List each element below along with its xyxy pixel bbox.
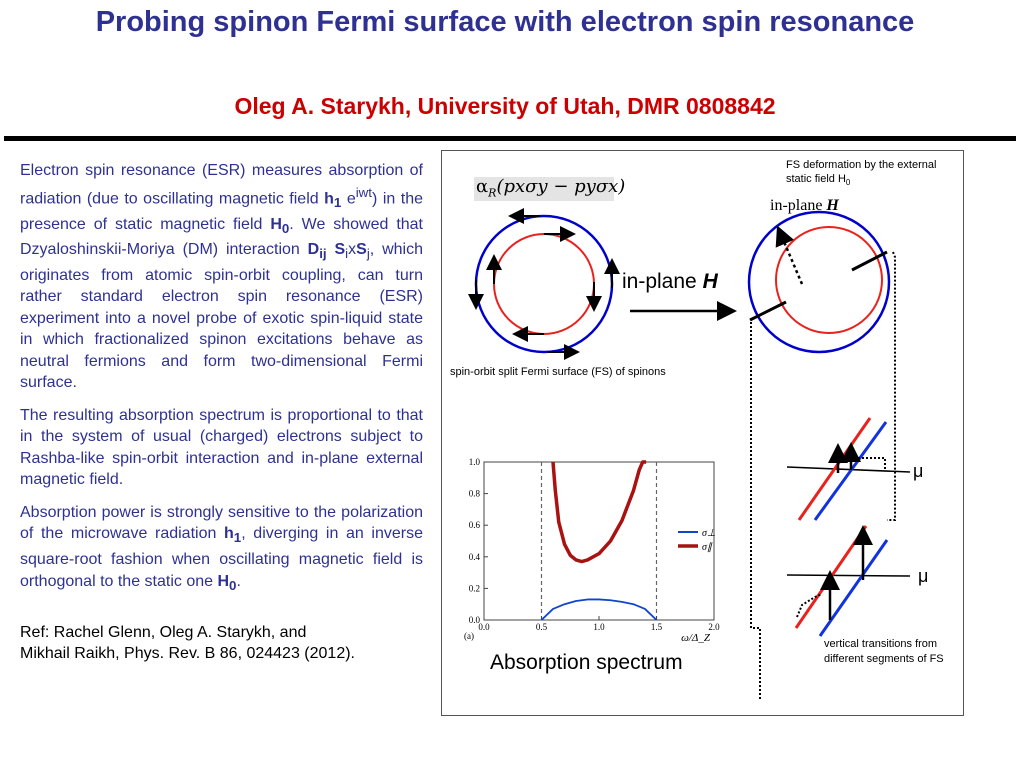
connector-dotted: [750, 322, 761, 700]
x-tick-label: 0.0: [478, 622, 490, 632]
mu-label-lower: μ: [918, 566, 929, 586]
x-tick-label: 0.5: [536, 622, 548, 632]
divider: [4, 136, 1016, 141]
connector-dotted: [796, 593, 823, 618]
x-tick-label: 1.5: [651, 622, 663, 632]
inner-fs-circle: [775, 226, 883, 334]
fs-caption: spin-orbit split Fermi surface (FS) of s…: [450, 366, 666, 378]
dispersion-blue: [813, 421, 888, 521]
fermi-surface-right: [747, 210, 896, 700]
series-line-2: [551, 460, 647, 564]
inner-fs-circle: [493, 233, 595, 335]
y-tick-label: 0.0: [469, 615, 481, 625]
x-tick-label: 2.0: [708, 622, 720, 632]
outer-fs-circle: [747, 210, 891, 354]
fermi-surface-left: [468, 208, 620, 360]
absorption-chart: 0.0 0.5 1.0 1.5 2.0 0.0 0.2 0.4 0.6 0.8 1.0 (a) ω/Δ_…: [464, 457, 720, 644]
page-title: Probing spinon Fermi surface with electr…: [95, 6, 915, 38]
body-text: Electron spin resonance (ESR) measures a…: [20, 160, 423, 607]
x-tick-label: 1.0: [593, 622, 605, 632]
y-tick-label: 1.0: [469, 457, 481, 467]
legend-label: σ⊥: [702, 528, 716, 539]
reference: Ref: Rachel Glenn, Oleg A. Starykh, and …: [20, 624, 355, 662]
paragraph-1: Electron spin resonance (ESR) measures a…: [20, 162, 424, 392]
deformation-caption: FS deformation by the external static fi…: [786, 159, 937, 188]
fs-segment-marker: [749, 300, 787, 322]
figure-panel: [441, 150, 964, 716]
paragraph-2: The resulting absorption spectrum is pro…: [20, 406, 423, 489]
mu-label-upper: μ: [913, 461, 924, 481]
connector-dotted: [887, 251, 896, 521]
fs-segment-marker: [851, 250, 888, 272]
inplane-h-label: in-plane H: [622, 270, 718, 293]
field-direction-dotted: [775, 225, 804, 285]
absorption-spectrum-label: Absorption spectrum: [490, 651, 683, 674]
vertical-transitions-caption: vertical transitions from different segm…: [824, 638, 944, 665]
connector-dotted: [857, 457, 886, 470]
paragraph-3: Absorption power is strongly sensitive t…: [20, 503, 424, 593]
chemical-potential-line: [786, 466, 911, 473]
dispersion-upper: [786, 417, 911, 521]
dispersion-lower: [786, 525, 911, 637]
author-line: Oleg A. Starykh, University of Utah, DMR…: [234, 93, 776, 119]
chemical-potential-line: [786, 574, 911, 577]
series-line-1: [540, 598, 658, 621]
x-axis-label: ω/Δ_Z: [681, 632, 711, 644]
y-tick-label: 0.4: [469, 552, 481, 562]
legend-label: σ∥: [702, 542, 713, 553]
formula-background: [474, 177, 614, 201]
inplane-h-small-label: in-plane H: [770, 197, 839, 214]
y-tick-label: 0.2: [469, 583, 480, 593]
y-tick-label: 0.6: [469, 520, 481, 530]
formula: αR(pxσy − pyσx): [476, 176, 626, 200]
outer-fs-circle: [474, 214, 614, 354]
plot-frame: [483, 461, 715, 621]
dispersion-red: [797, 417, 872, 521]
panel-tag: (a): [464, 631, 474, 641]
y-tick-label: 0.8: [469, 489, 481, 499]
